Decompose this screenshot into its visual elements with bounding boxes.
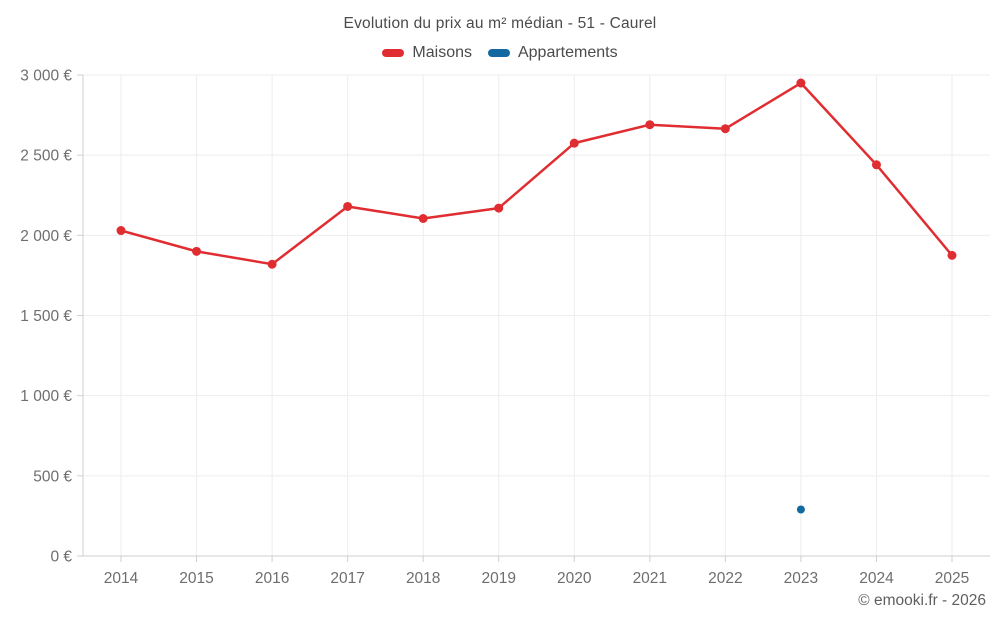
x-tick-label: 2015 [179, 570, 213, 587]
x-tick-label: 2024 [859, 570, 894, 587]
maisons-point-2023[interactable] [796, 78, 806, 88]
y-tick-label: 1 500 € [20, 308, 72, 325]
maisons-point-2024[interactable] [871, 160, 881, 170]
maisons-point-2022[interactable] [720, 124, 730, 134]
maisons-point-2018[interactable] [418, 213, 428, 223]
x-tick-label: 2025 [935, 570, 969, 587]
maisons-point-2019[interactable] [494, 203, 504, 213]
x-tick-label: 2016 [255, 570, 289, 587]
y-tick-label: 500 € [33, 468, 72, 485]
maisons-point-2017[interactable] [343, 201, 353, 211]
maisons-point-2021[interactable] [645, 120, 655, 130]
chart-title: Evolution du prix au m² médian - 51 - Ca… [343, 15, 657, 32]
y-tick-label: 2 500 € [20, 148, 72, 165]
appartements-legend-swatch-icon [487, 49, 510, 57]
x-tick-label: 2019 [481, 570, 515, 587]
y-tick-label: 2 000 € [20, 228, 72, 245]
x-tick-label: 2020 [557, 570, 592, 587]
maisons-point-2014[interactable] [116, 226, 126, 236]
y-tick-label: 3 000 € [20, 68, 72, 85]
x-tick-label: 2022 [708, 570, 742, 587]
watermark: © emooki.fr - 2026 [858, 592, 986, 609]
x-tick-label: 2018 [406, 570, 440, 587]
x-tick-label: 2021 [633, 570, 667, 587]
maisons-point-2016[interactable] [267, 259, 277, 269]
y-tick-label: 0 € [50, 549, 72, 566]
maisons-line [119, 81, 954, 266]
maisons-legend-swatch-icon [382, 49, 405, 57]
legend-item-maisons[interactable]: Maisons [382, 44, 472, 62]
maisons-point-2020[interactable] [569, 138, 579, 148]
y-tick-label: 1 000 € [20, 388, 72, 405]
maisons-legend-label: Maisons [412, 44, 472, 61]
maisons-point-2015[interactable] [192, 246, 202, 256]
chart-legend: Maisons Appartements [0, 44, 1000, 62]
x-tick-label: 2014 [104, 570, 139, 587]
x-tick-label: 2023 [784, 570, 818, 587]
appartements-point-2023[interactable] [796, 505, 805, 514]
appartements-legend-label: Appartements [517, 44, 618, 61]
maisons-point-2025[interactable] [947, 250, 957, 260]
x-tick-label: 2017 [330, 570, 364, 587]
legend-item-appartements[interactable]: Appartements [487, 44, 618, 62]
